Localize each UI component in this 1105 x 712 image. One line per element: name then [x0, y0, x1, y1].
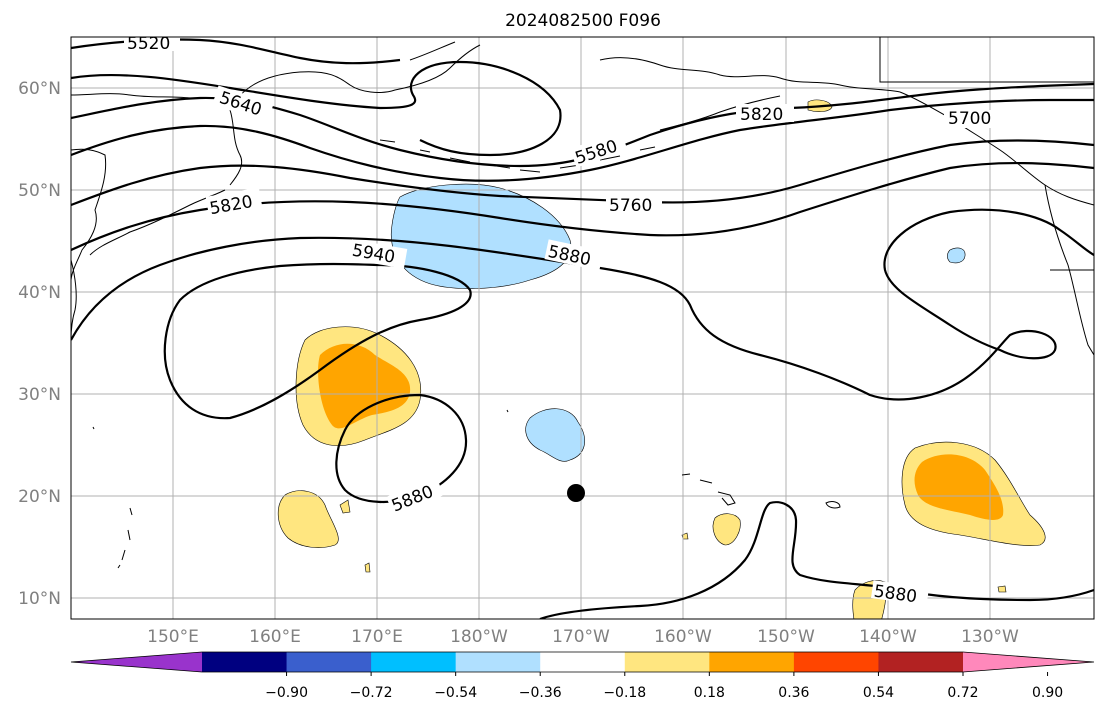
colorbar-segment	[202, 652, 288, 672]
lon-label: 140°W	[859, 627, 917, 647]
colorbar-extend-min	[71, 652, 202, 672]
colorbar-outline	[70, 651, 1095, 673]
contour-5580	[71, 60, 562, 157]
colorbar-segment	[455, 652, 541, 672]
contour-label-5520: 5520	[127, 34, 170, 54]
lat-label: 10°N	[18, 589, 61, 609]
contour-label-5700: 5700	[948, 109, 991, 129]
lon-label: 150°W	[757, 627, 815, 647]
positive-anomaly-core	[318, 343, 411, 429]
colorbar-tick-label: −0.72	[350, 685, 393, 701]
colorbar-tick-label: 0.18	[694, 685, 725, 701]
anomaly-shading	[277, 99, 1046, 619]
contour-5940	[163, 262, 472, 420]
lon-label: 180°W	[450, 627, 508, 647]
map-frame	[70, 36, 1095, 620]
lat-label: 50°N	[18, 181, 61, 201]
lat-label: 30°N	[18, 385, 61, 405]
colorbar: −0.90 −0.72 −0.54 −0.36 −0.18 0.18 0.36 0.54 0.7…	[70, 651, 1095, 701]
colorbar-extend-max	[963, 652, 1094, 672]
colorbar-tick-label: 0.36	[778, 685, 809, 701]
lon-label: 170°E	[351, 627, 403, 647]
colorbar-segment	[709, 652, 795, 672]
colorbar-tick-label: −0.54	[434, 685, 477, 701]
negative-anomaly-area	[947, 247, 966, 264]
positive-anomaly-area	[997, 585, 1007, 593]
colorbar-segment	[540, 652, 626, 672]
colorbar-segment	[286, 652, 372, 672]
lon-label: 160°E	[249, 627, 301, 647]
lon-label: 130°W	[961, 627, 1019, 647]
map-area: 5520 5640 5580 5820 5700 5760 5820 5940 …	[71, 34, 1094, 619]
colorbar-segment	[371, 652, 457, 672]
colorbar-segment	[793, 652, 879, 672]
colorbar-tick-label: −0.18	[603, 685, 646, 701]
contour-5880-south	[335, 393, 468, 503]
lat-label: 20°N	[18, 487, 61, 507]
contour-label-5760: 5760	[609, 196, 652, 216]
lon-label: 150°E	[147, 627, 199, 647]
positive-anomaly-core	[914, 454, 1004, 520]
colorbar-tick-label: 0.54	[863, 685, 894, 701]
colorbar-tick-label: 0.90	[1032, 685, 1063, 701]
latitude-labels: 60°N 50°N 40°N 30°N 20°N 10°N	[18, 79, 61, 609]
contour-5880-southern	[539, 501, 1094, 619]
contour-5760	[71, 139, 1094, 207]
lon-label: 160°W	[654, 627, 712, 647]
colorbar-tick-label: 0.72	[947, 685, 978, 701]
negative-anomaly-area	[525, 408, 585, 462]
colorbar-tick-label: −0.90	[265, 685, 308, 701]
negative-anomaly-area	[390, 183, 572, 289]
contour-5880-main	[71, 208, 1094, 401]
lon-label: 170°W	[552, 627, 610, 647]
colorbar-tick-label: −0.36	[519, 685, 562, 701]
positive-anomaly-area	[339, 499, 351, 514]
positive-anomaly-area	[364, 562, 371, 573]
positive-anomaly-area	[712, 513, 741, 546]
colorbar-segment	[878, 652, 964, 672]
storm-center-marker	[567, 484, 585, 502]
map-title: 2024082500 F096	[505, 11, 661, 31]
positive-anomaly-area	[277, 490, 339, 548]
lat-label: 40°N	[18, 283, 61, 303]
contour-5700	[71, 98, 1094, 182]
colorbar-segment	[624, 652, 710, 672]
longitude-labels: 150°E 160°E 170°E 180°W 170°W 160°W 150°…	[147, 627, 1019, 647]
contour-label-5820-ne: 5820	[740, 105, 783, 125]
lat-label: 60°N	[18, 79, 61, 99]
